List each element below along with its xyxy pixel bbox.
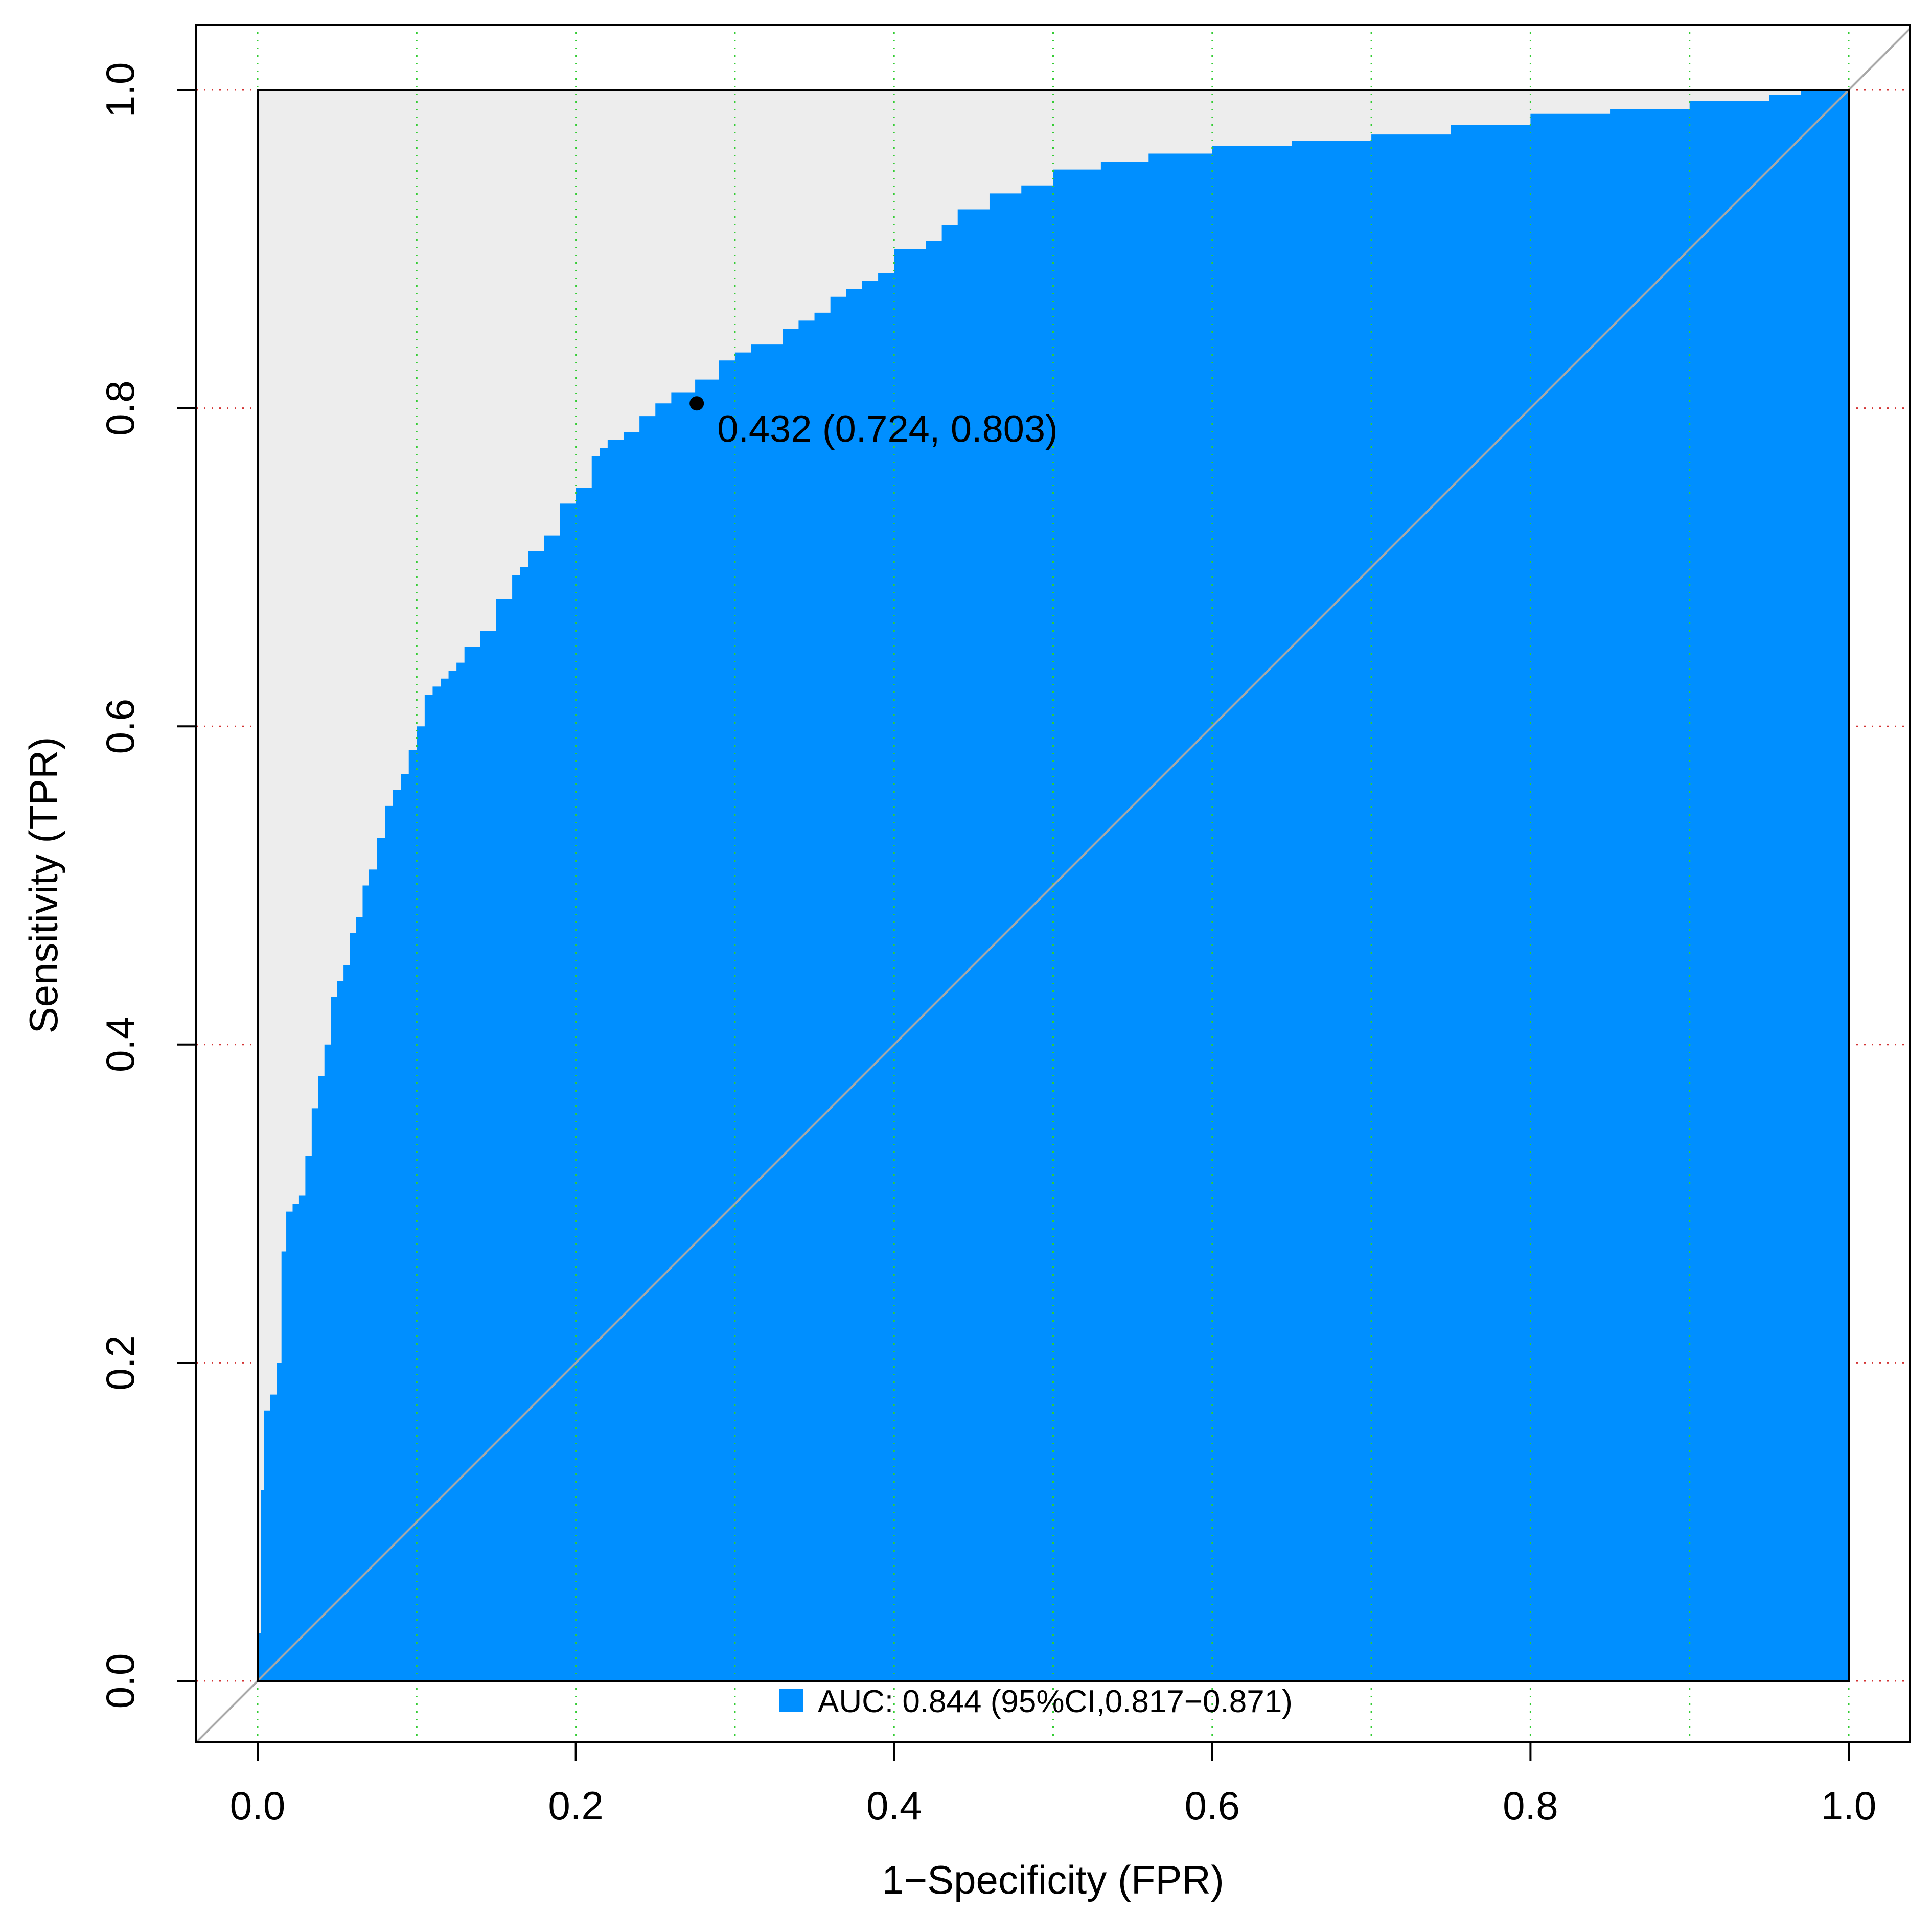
x-tick-label: 0.2 [548, 1783, 603, 1828]
x-tick-label: 0.8 [1503, 1783, 1558, 1828]
x-tick-label: 1.0 [1821, 1783, 1876, 1828]
x-tick-label: 0.6 [1185, 1783, 1240, 1828]
y-tick-label: 0.2 [98, 1335, 143, 1390]
y-tick-label: 0.4 [98, 1017, 143, 1072]
y-axis: 0.0 0.2 0.4 0.6 0.8 1.0 [98, 62, 197, 1709]
y-tick-label: 1.0 [98, 62, 143, 118]
plot-box [257, 89, 1850, 1682]
x-tick-label: 0.4 [866, 1783, 922, 1828]
x-axis: 0.0 0.2 0.4 0.6 0.8 1.0 [230, 1741, 1876, 1828]
y-tick-label: 0.6 [98, 699, 143, 754]
optimal-cutoff-point [689, 396, 704, 411]
horizontal-grid-lines [196, 89, 1910, 1682]
x-axis-title: 1−Specificity (FPR) [882, 1857, 1224, 1902]
legend-swatch [779, 1689, 803, 1712]
y-axis-title: Sensitivity (TPR) [21, 737, 66, 1034]
optimal-cutoff-label: 0.432 (0.724, 0.803) [717, 407, 1058, 450]
legend-label: AUC: 0.844 (95%CI,0.817−0.871) [818, 1684, 1293, 1719]
x-tick-label: 0.0 [230, 1783, 285, 1828]
y-tick-label: 0.0 [98, 1653, 143, 1709]
diagonal-reference-line [195, 28, 1911, 1743]
y-tick-label: 0.8 [98, 380, 143, 435]
